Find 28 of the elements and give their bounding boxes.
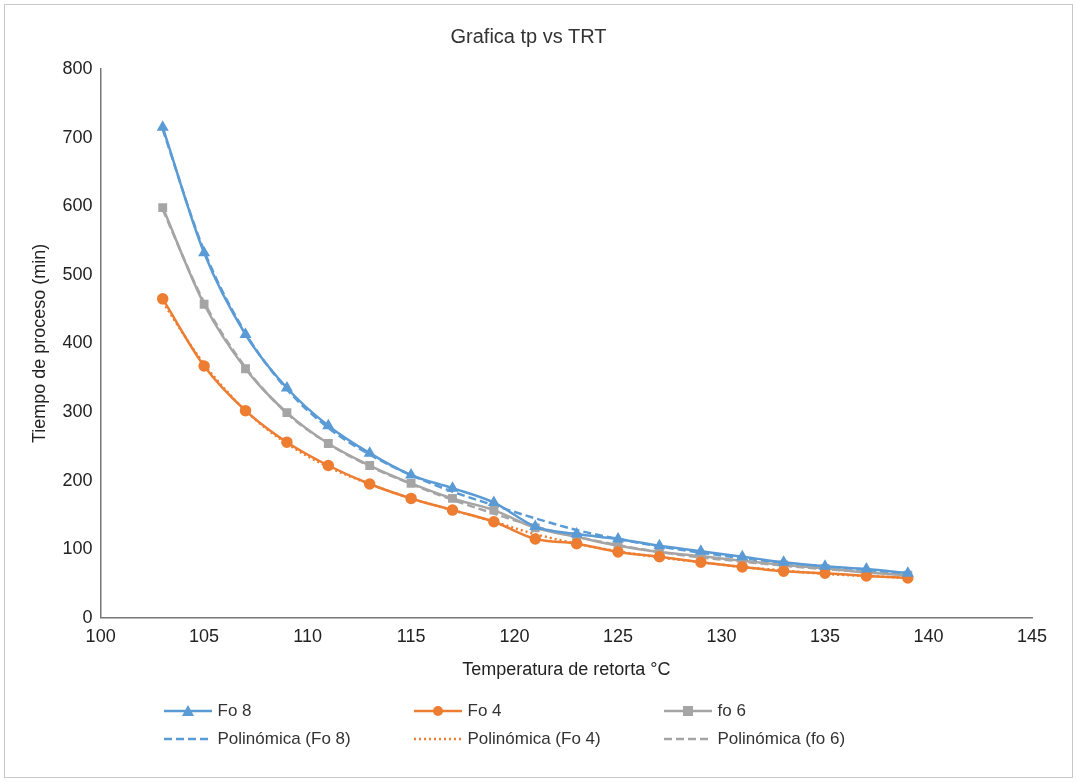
y-tick-label: 200 — [62, 469, 93, 490]
x-tick-label: 105 — [189, 625, 220, 646]
legend-label: Fo 8 — [217, 701, 252, 721]
y-tick-label: 800 — [62, 57, 93, 78]
y-tick-label: 600 — [62, 195, 93, 216]
legend-label: Fo 4 — [467, 701, 502, 721]
y-tick-label: 400 — [62, 332, 93, 353]
chart-title: Grafica tp vs TRT — [450, 24, 607, 47]
x-tick-label: 110 — [293, 625, 322, 646]
x-tick-label: 120 — [499, 625, 530, 646]
x-tick-label: 130 — [706, 625, 737, 646]
y-tick-label: 700 — [62, 126, 93, 147]
x-tick-label: 125 — [603, 625, 634, 646]
y-tick-label: 100 — [62, 538, 93, 559]
y-tick-label: 300 — [62, 400, 93, 421]
x-tick-label: 145 — [1016, 625, 1048, 646]
x-tick-label: 135 — [810, 625, 841, 646]
legend-label: fo 6 — [717, 701, 746, 721]
y-tick-label: 0 — [82, 606, 93, 627]
x-tick-label: 140 — [913, 625, 944, 646]
legend-label: Polinómica (Fo 8) — [217, 729, 351, 749]
legend-label: Polinómica (Fo 4) — [467, 729, 601, 749]
legend-label: Polinómica (fo 6) — [717, 729, 846, 749]
y-tick-label: 500 — [62, 263, 93, 284]
y-axis-title: Tiempo de proceso (min) — [28, 243, 49, 444]
x-axis-title: Temperatura de retorta °C — [462, 659, 671, 680]
x-tick-label: 100 — [85, 625, 116, 646]
x-tick-label: 115 — [396, 625, 426, 646]
